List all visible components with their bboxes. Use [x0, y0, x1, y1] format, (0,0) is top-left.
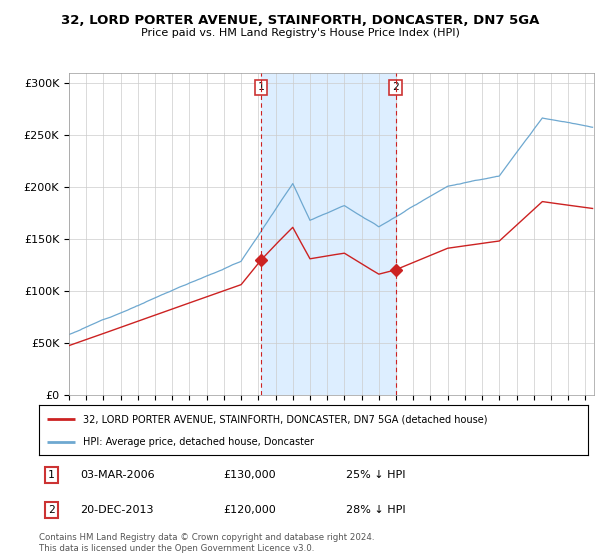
Text: 1: 1 [48, 470, 55, 480]
Text: 32, LORD PORTER AVENUE, STAINFORTH, DONCASTER, DN7 5GA: 32, LORD PORTER AVENUE, STAINFORTH, DONC… [61, 14, 539, 27]
Text: 28% ↓ HPI: 28% ↓ HPI [346, 505, 406, 515]
Text: 20-DEC-2013: 20-DEC-2013 [80, 505, 154, 515]
Text: 2: 2 [48, 505, 55, 515]
Text: 1: 1 [258, 82, 265, 92]
Text: Contains HM Land Registry data © Crown copyright and database right 2024.
This d: Contains HM Land Registry data © Crown c… [39, 533, 374, 553]
Text: £120,000: £120,000 [223, 505, 275, 515]
Text: 2: 2 [392, 82, 399, 92]
Text: 25% ↓ HPI: 25% ↓ HPI [346, 470, 406, 480]
Text: Price paid vs. HM Land Registry's House Price Index (HPI): Price paid vs. HM Land Registry's House … [140, 28, 460, 38]
Text: 03-MAR-2006: 03-MAR-2006 [80, 470, 155, 480]
Text: £130,000: £130,000 [223, 470, 275, 480]
Text: 32, LORD PORTER AVENUE, STAINFORTH, DONCASTER, DN7 5GA (detached house): 32, LORD PORTER AVENUE, STAINFORTH, DONC… [83, 414, 487, 424]
Bar [261, 73, 395, 395]
Text: HPI: Average price, detached house, Doncaster: HPI: Average price, detached house, Donc… [83, 437, 314, 447]
